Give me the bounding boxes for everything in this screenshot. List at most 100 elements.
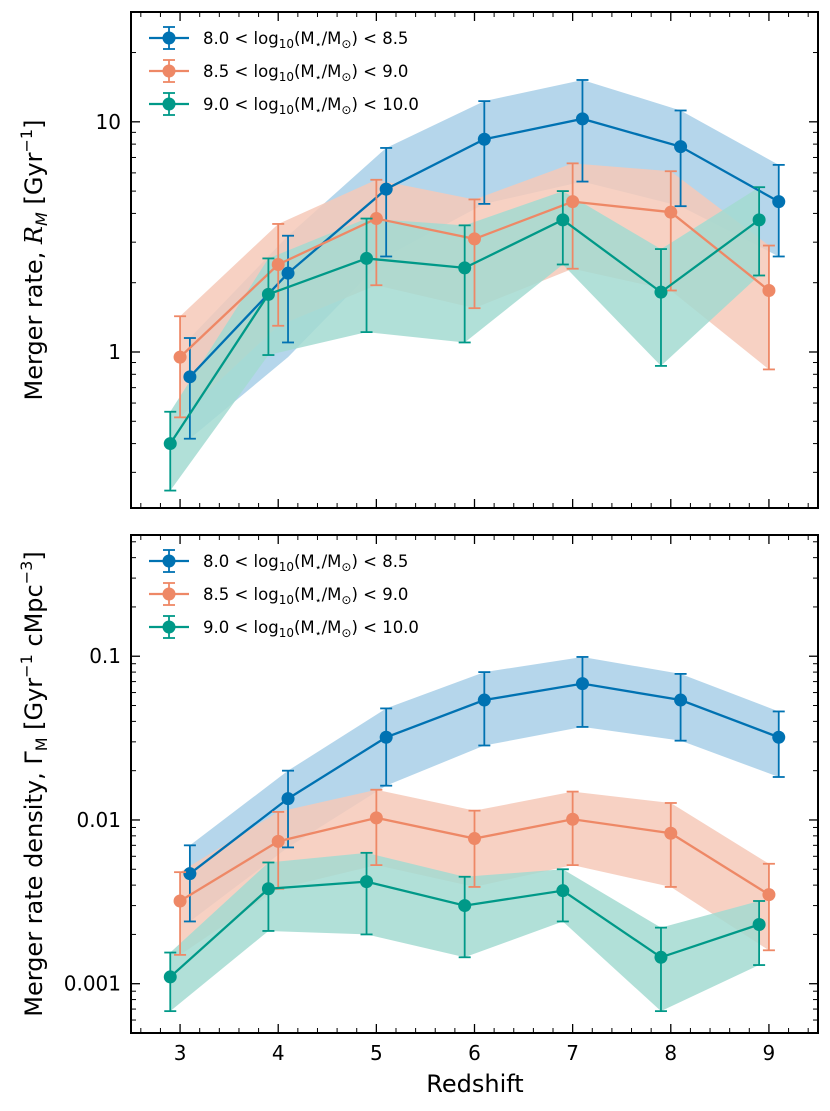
- top-legend-label-2-star: ⋆: [315, 104, 322, 117]
- bottom-legend-label-1-part: (M: [294, 585, 315, 604]
- top-legend-label-2-part: ) < 10.0: [351, 95, 419, 114]
- top-y-axis-title-bracket: ]: [20, 120, 48, 129]
- bottom-legend-label-2-sun: ⊙: [341, 626, 351, 640]
- bottom-series-1-errorbars: [174, 788, 775, 956]
- top-y-axis-title-text: Merger rate,: [20, 244, 48, 400]
- bottom-legend-marker-0: [162, 554, 176, 568]
- bottom-legend-label-2-subscript: 10: [279, 626, 294, 640]
- bottom-legend-label-1-part: 8.5 < log: [203, 585, 279, 604]
- bottom-y-tick-label: 0.1: [89, 644, 121, 668]
- bottom-series-2-point: [752, 917, 766, 931]
- bottom-y-axis-title-unit-exponent: −1: [17, 654, 36, 678]
- bottom-y-axis-title-unit-2: cMpc: [20, 584, 48, 654]
- bottom-legend-label-0-part: 8.0 < log: [203, 552, 279, 571]
- top-series-1-point: [173, 350, 187, 364]
- bottom-legend-label-1: 8.5 < log10(M⋆/M⊙) < 9.0: [203, 585, 408, 607]
- bottom-legend-label-1-subscript: 10: [279, 593, 294, 607]
- bottom-series-0-point: [281, 792, 295, 806]
- top-series-1-errorbars: [174, 162, 775, 419]
- top-series-2-point: [654, 285, 668, 299]
- top-legend-label-0-subscript: 10: [279, 37, 294, 51]
- top-legend-label-1-star: ⋆: [315, 71, 322, 84]
- bottom-series-0-band: [189, 656, 779, 922]
- bottom-legend-label-1-part: /M: [322, 585, 342, 604]
- x-tick-label: 9: [763, 1041, 776, 1065]
- top-legend-label-1-part: /M: [322, 62, 342, 81]
- bottom-legend-label-0: 8.0 < log10(M⋆/M⊙) < 8.5: [203, 552, 408, 574]
- top-legend-label-2-sun: ⊙: [341, 103, 351, 117]
- top-series-0-errorbars: [183, 79, 785, 440]
- top-series-0-point: [183, 370, 197, 384]
- bottom-legend-label-2-part: 9.0 < log: [203, 618, 279, 637]
- bottom-legend-label-0-part: (M: [294, 552, 315, 571]
- bottom-series-0-point: [477, 693, 491, 707]
- top-series-2-point: [163, 437, 177, 451]
- bottom-legend-label-0-subscript: 10: [279, 560, 294, 574]
- top-legend-label-1: 8.5 < log10(M⋆/M⊙) < 9.0: [203, 62, 408, 84]
- top-series-1-point: [566, 195, 580, 209]
- top-y-axis-title-unit-exponent: −1: [17, 129, 36, 153]
- top-series-2-errorbars: [164, 186, 766, 492]
- x-tick-label: 8: [664, 1041, 677, 1065]
- bottom-series-0-errorbars: [183, 656, 785, 923]
- top-series-0-point: [772, 195, 786, 209]
- bottom-legend-label-0-part: /M: [322, 552, 342, 571]
- bottom-series-2-point: [556, 884, 570, 898]
- top-series-2-point: [261, 287, 275, 301]
- top-y-axis-title-symbol: R: [20, 226, 48, 245]
- x-tick-label: 3: [174, 1041, 187, 1065]
- top-legend-label-0-sun: ⊙: [341, 37, 351, 51]
- x-axis-title: Redshift: [426, 1070, 523, 1098]
- bottom-ticks: [131, 535, 818, 1034]
- top-legend-label-0-star: ⋆: [315, 38, 322, 51]
- top-legend-label-1-sun: ⊙: [341, 70, 351, 84]
- bottom-legend-label-1-part: ) < 9.0: [351, 585, 408, 604]
- x-tick-label: 5: [370, 1041, 383, 1065]
- top-series-0-point: [674, 140, 688, 154]
- top-legend-label-1-part: 8.5 < log: [203, 62, 279, 81]
- bottom-series-1-point: [566, 812, 580, 826]
- top-legend-label-0-part: (M: [294, 29, 315, 48]
- bottom-series-2-point: [261, 882, 275, 896]
- bottom-series-1-point: [173, 894, 187, 908]
- x-tick-label: 7: [566, 1041, 579, 1065]
- bottom-series-2-point: [458, 899, 472, 913]
- bottom-legend-label-2-part: /M: [322, 618, 342, 637]
- x-tick-label: 4: [272, 1041, 285, 1065]
- top-series-2-point: [752, 213, 766, 227]
- top-series-1-point: [271, 257, 285, 271]
- top-y-tick-label: 1: [108, 340, 121, 364]
- top-y-axis-title: Merger rate, RM [Gyr−1]: [17, 120, 51, 401]
- top-legend-label-0-part: ) < 8.5: [351, 29, 408, 48]
- top-series-2-point: [360, 251, 374, 265]
- bottom-series-1-point: [468, 832, 481, 846]
- bottom-series-1-point: [271, 834, 285, 848]
- top-series-1-point: [369, 212, 383, 226]
- bottom-legend: 8.0 < log10(M⋆/M⊙) < 8.5 8.5 < log10(M⋆/M…: [149, 549, 419, 640]
- bottom-legend-label-0-sun: ⊙: [341, 560, 351, 574]
- top-legend-marker-0: [162, 31, 176, 45]
- top-legend-marker-1: [162, 64, 176, 78]
- bottom-legend-marker-2: [162, 620, 176, 634]
- bottom-series-0-point: [575, 677, 589, 691]
- bottom-y-axis-title-subscript: M: [32, 737, 51, 751]
- bottom-series-1-point: [664, 826, 678, 840]
- bottom-series-0-point: [674, 693, 688, 707]
- top-legend: 8.0 < log10(M⋆/M⊙) < 8.58.5 < log10(M⋆/M…: [149, 26, 419, 117]
- top-series-0-point: [477, 132, 491, 146]
- bottom-plot-area: [163, 656, 786, 1013]
- bottom-series-0-point: [379, 730, 393, 744]
- bottom-legend-label-1-sun: ⊙: [341, 593, 351, 607]
- top-legend-label-2-subscript: 10: [279, 103, 294, 117]
- top-y-axis-title-unit: [Gyr: [20, 152, 48, 212]
- top-legend-marker-2: [162, 97, 176, 111]
- top-series-2-point: [458, 261, 472, 275]
- top-series-0-point: [379, 182, 393, 196]
- bottom-legend-label-2-part: ) < 10.0: [351, 618, 419, 637]
- top-y-tick-label: 10: [96, 110, 121, 134]
- bottom-series-2-point: [360, 875, 374, 889]
- top-legend-label-0-part: 8.0 < log: [203, 29, 279, 48]
- bottom-series-0-point: [183, 867, 197, 881]
